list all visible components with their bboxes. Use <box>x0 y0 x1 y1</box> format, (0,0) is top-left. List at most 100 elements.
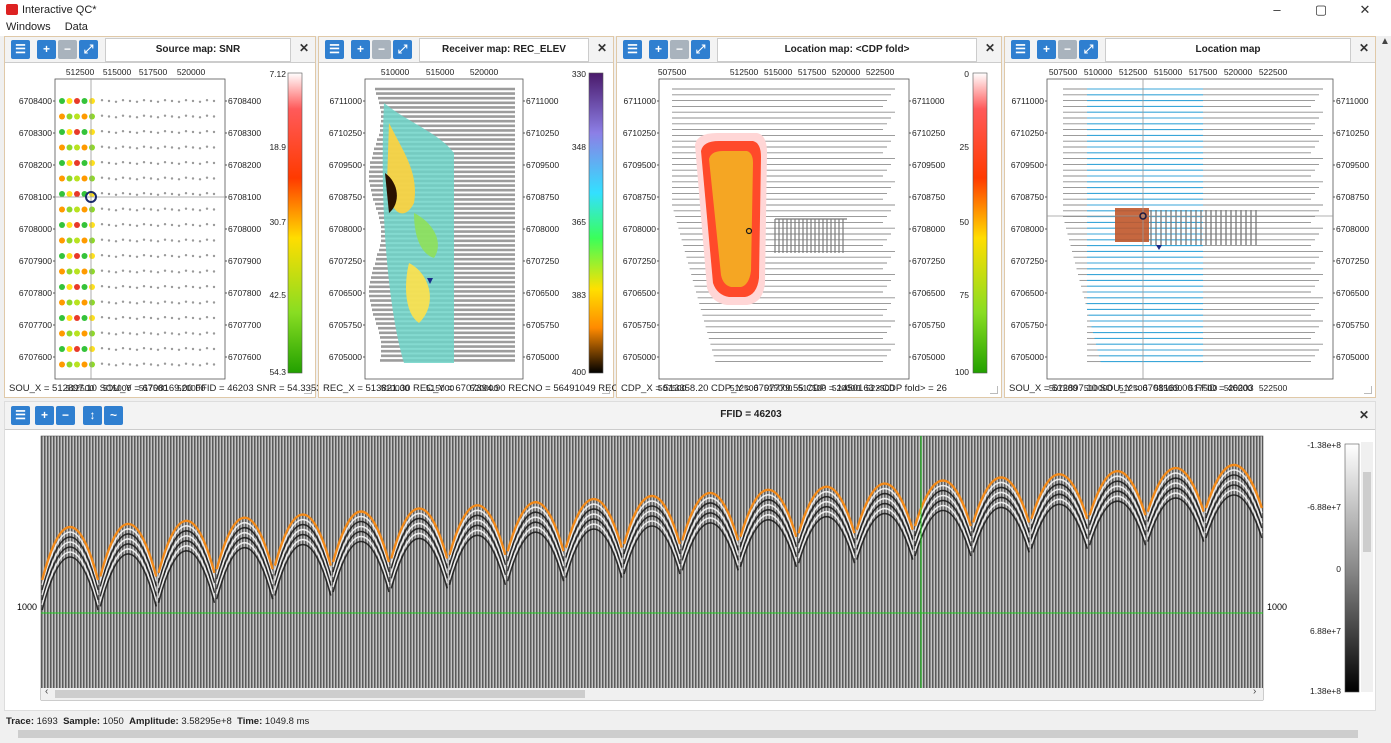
scroll-thumb[interactable] <box>55 690 585 698</box>
seismic-section[interactable]: 1000 1000 -1.38e+8 -6.88e+7 0 6.88e+7 1.… <box>5 430 1377 712</box>
y-tick: 6707250 <box>526 256 559 266</box>
x-tick: 512500 <box>1119 67 1148 77</box>
resize-grip[interactable] <box>1364 386 1372 394</box>
fit-icon[interactable]: ⤢ <box>1079 40 1098 59</box>
panel-close-icon[interactable]: ✕ <box>984 41 995 55</box>
main-hscroll[interactable] <box>4 728 1376 740</box>
panel-close-icon[interactable]: ✕ <box>596 41 607 55</box>
x-tick: 515000 <box>1154 67 1183 77</box>
menu-windows[interactable]: Windows <box>6 21 51 33</box>
first-break-pick <box>797 485 856 534</box>
amplitude-colorbar <box>1344 443 1360 693</box>
scroll-thumb[interactable] <box>18 730 1358 738</box>
zoom-out-icon[interactable]: − <box>56 406 75 425</box>
scroll-thumb[interactable] <box>1363 472 1371 552</box>
x-tick: 512500 <box>730 383 759 393</box>
y-tick: 6711000 <box>1012 96 1045 106</box>
first-break-pick <box>622 495 682 545</box>
y-tick: 6707800 <box>228 288 261 298</box>
scroll-left-icon[interactable]: ‹ <box>45 686 49 697</box>
first-break-pick <box>564 498 623 548</box>
menu-data[interactable]: Data <box>64 21 88 33</box>
y-tick: 6705000 <box>623 352 656 362</box>
first-break-pick <box>855 482 914 530</box>
zoom-in-icon[interactable]: + <box>649 40 668 59</box>
zoom-out-icon[interactable]: − <box>1058 40 1077 59</box>
colorbar-tick: 30.7 <box>269 217 286 227</box>
panel-title: Location map <box>1105 38 1351 62</box>
source-map-plot[interactable]: 512500 515000 517500 520000 512500 51500… <box>5 63 317 399</box>
fit-icon[interactable]: ⤢ <box>691 40 710 59</box>
y-tick: 6708750 <box>329 192 362 202</box>
y-tick: 6705750 <box>912 320 945 330</box>
zoom-in-icon[interactable]: + <box>37 40 56 59</box>
location-map-plot[interactable]: 507500 510000 512500 515000 517500 52000… <box>1005 63 1377 399</box>
zoom-in-icon[interactable]: + <box>1037 40 1056 59</box>
maximize-icon[interactable]: ▢ <box>1314 2 1328 17</box>
cdp-fold-plot[interactable]: 507500 512500 515000 517500 520000 52250… <box>617 63 1003 399</box>
resize-grip[interactable] <box>304 386 312 394</box>
x-tick: 515000 <box>1154 383 1183 393</box>
panel-status: SOU_X = 512897.10 SOU_Y = 6708169.00 FFI… <box>1009 383 1254 394</box>
y-tick: 6708000 <box>526 224 559 234</box>
y-tick: 6708300 <box>228 128 261 138</box>
first-break-pick <box>739 488 798 538</box>
y-tick: 6705000 <box>912 352 945 362</box>
y-tick: 6711000 <box>526 96 559 106</box>
y-tick: 6708000 <box>228 224 261 234</box>
receiver-map-plot[interactable]: 510000 515000 520000 510000 515000 52000… <box>319 63 615 399</box>
y-tick: 6709500 <box>1011 160 1044 170</box>
y-tick: 6707250 <box>1336 256 1369 266</box>
y-tick: 6708100 <box>19 192 52 202</box>
y-tick: 6708400 <box>19 96 52 106</box>
y-tick: 6711000 <box>912 96 945 106</box>
first-break-pick <box>1204 463 1263 509</box>
x-tick: 512500 <box>730 67 759 77</box>
y-tick: 6705000 <box>329 352 362 362</box>
x-tick: 520000 <box>470 383 499 393</box>
panel-close-icon[interactable]: ✕ <box>1358 408 1369 422</box>
gain-up-icon[interactable]: ↕ <box>83 406 102 425</box>
y-tick: 6705000 <box>526 352 559 362</box>
minimize-icon[interactable]: – <box>1273 2 1281 17</box>
zoom-in-icon[interactable]: + <box>35 406 54 425</box>
panel-close-icon[interactable]: ✕ <box>1358 41 1369 55</box>
y-tick: 6710250 <box>329 128 362 138</box>
settings-icon[interactable]: ☰ <box>11 406 30 425</box>
panel-close-icon[interactable]: ✕ <box>298 41 309 55</box>
wiggle-icon[interactable]: ~ <box>104 406 123 425</box>
first-break-pick <box>273 513 332 566</box>
x-tick: 515000 <box>764 67 793 77</box>
scroll-up-icon[interactable]: ▲ <box>1380 36 1390 47</box>
zoom-out-icon[interactable]: − <box>372 40 391 59</box>
zoom-out-icon[interactable]: − <box>670 40 689 59</box>
x-tick: 515000 <box>103 67 132 77</box>
settings-icon[interactable]: ☰ <box>11 40 30 59</box>
y-tick: 6706500 <box>623 288 656 298</box>
settings-icon[interactable]: ☰ <box>623 40 642 59</box>
sample-value: 1050 <box>102 716 124 727</box>
zoom-in-icon[interactable]: + <box>351 40 370 59</box>
settings-icon[interactable]: ☰ <box>1011 40 1030 59</box>
fit-icon[interactable]: ⤢ <box>393 40 412 59</box>
settings-icon[interactable]: ☰ <box>325 40 344 59</box>
seismic-vscroll[interactable] <box>1361 442 1373 692</box>
receiver-map-panel: ☰ + − ⤢ Receiver map: REC_ELEV ✕ 510000 … <box>318 36 664 399</box>
close-icon[interactable]: ✕ <box>1359 2 1371 17</box>
x-tick: 520000 <box>470 67 499 77</box>
fit-icon[interactable]: ⤢ <box>79 40 98 59</box>
resize-grip[interactable] <box>602 386 610 394</box>
seismic-hscroll[interactable] <box>41 688 1263 700</box>
menu-bar: Windows Data <box>0 20 1391 36</box>
scroll-right-icon[interactable]: › <box>1253 686 1257 697</box>
y-tick: 6708000 <box>1011 224 1044 234</box>
x-tick: 510000 <box>381 383 410 393</box>
window-title: Interactive QC* <box>22 4 97 16</box>
resize-grip[interactable] <box>990 386 998 394</box>
panel-toolbar: ☰ + − ⤢ Location map: <CDP fold> ✕ <box>617 37 1001 63</box>
first-break-pick <box>506 501 565 552</box>
y-tick: 6706500 <box>1011 288 1044 298</box>
y-tick: 6705750 <box>329 320 362 330</box>
zoom-out-icon[interactable]: − <box>58 40 77 59</box>
y-tick: 6708000 <box>1336 224 1369 234</box>
